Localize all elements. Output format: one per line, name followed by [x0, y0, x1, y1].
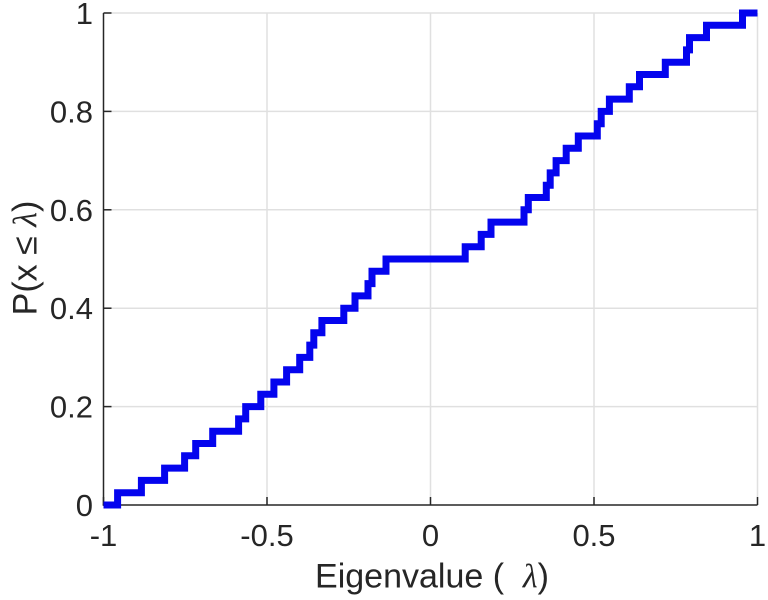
x-axis-label: Eigenvalue ( λ)	[315, 560, 549, 595]
ecdf-line	[103, 9, 758, 509]
y-axis-label: P(x ≤ λ)	[6, 200, 45, 316]
lambda-symbol: λ	[7, 212, 45, 227]
y-tick-label: 0.4	[50, 291, 93, 326]
x-tick-label: 1	[749, 518, 766, 553]
y-tick-label: 0.8	[50, 94, 93, 129]
y-axis-label-close: )	[6, 200, 45, 213]
x-tick-label: -0.5	[240, 518, 293, 553]
y-tick-label: 0.2	[50, 390, 93, 425]
x-axis-label-text: Eigenvalue (	[315, 557, 523, 596]
y-tick-label: 0.6	[50, 193, 93, 228]
x-tick-label: -1	[90, 518, 118, 553]
y-axis-label-text: P(x ≤	[6, 226, 45, 316]
x-tick-label: 0	[422, 518, 439, 553]
y-tick-label: 0	[76, 488, 93, 523]
x-axis-label-close: )	[537, 557, 549, 596]
x-tick-label: 0.5	[572, 518, 615, 553]
y-tick-label: 1	[76, 0, 93, 31]
lambda-symbol: λ	[522, 558, 538, 596]
